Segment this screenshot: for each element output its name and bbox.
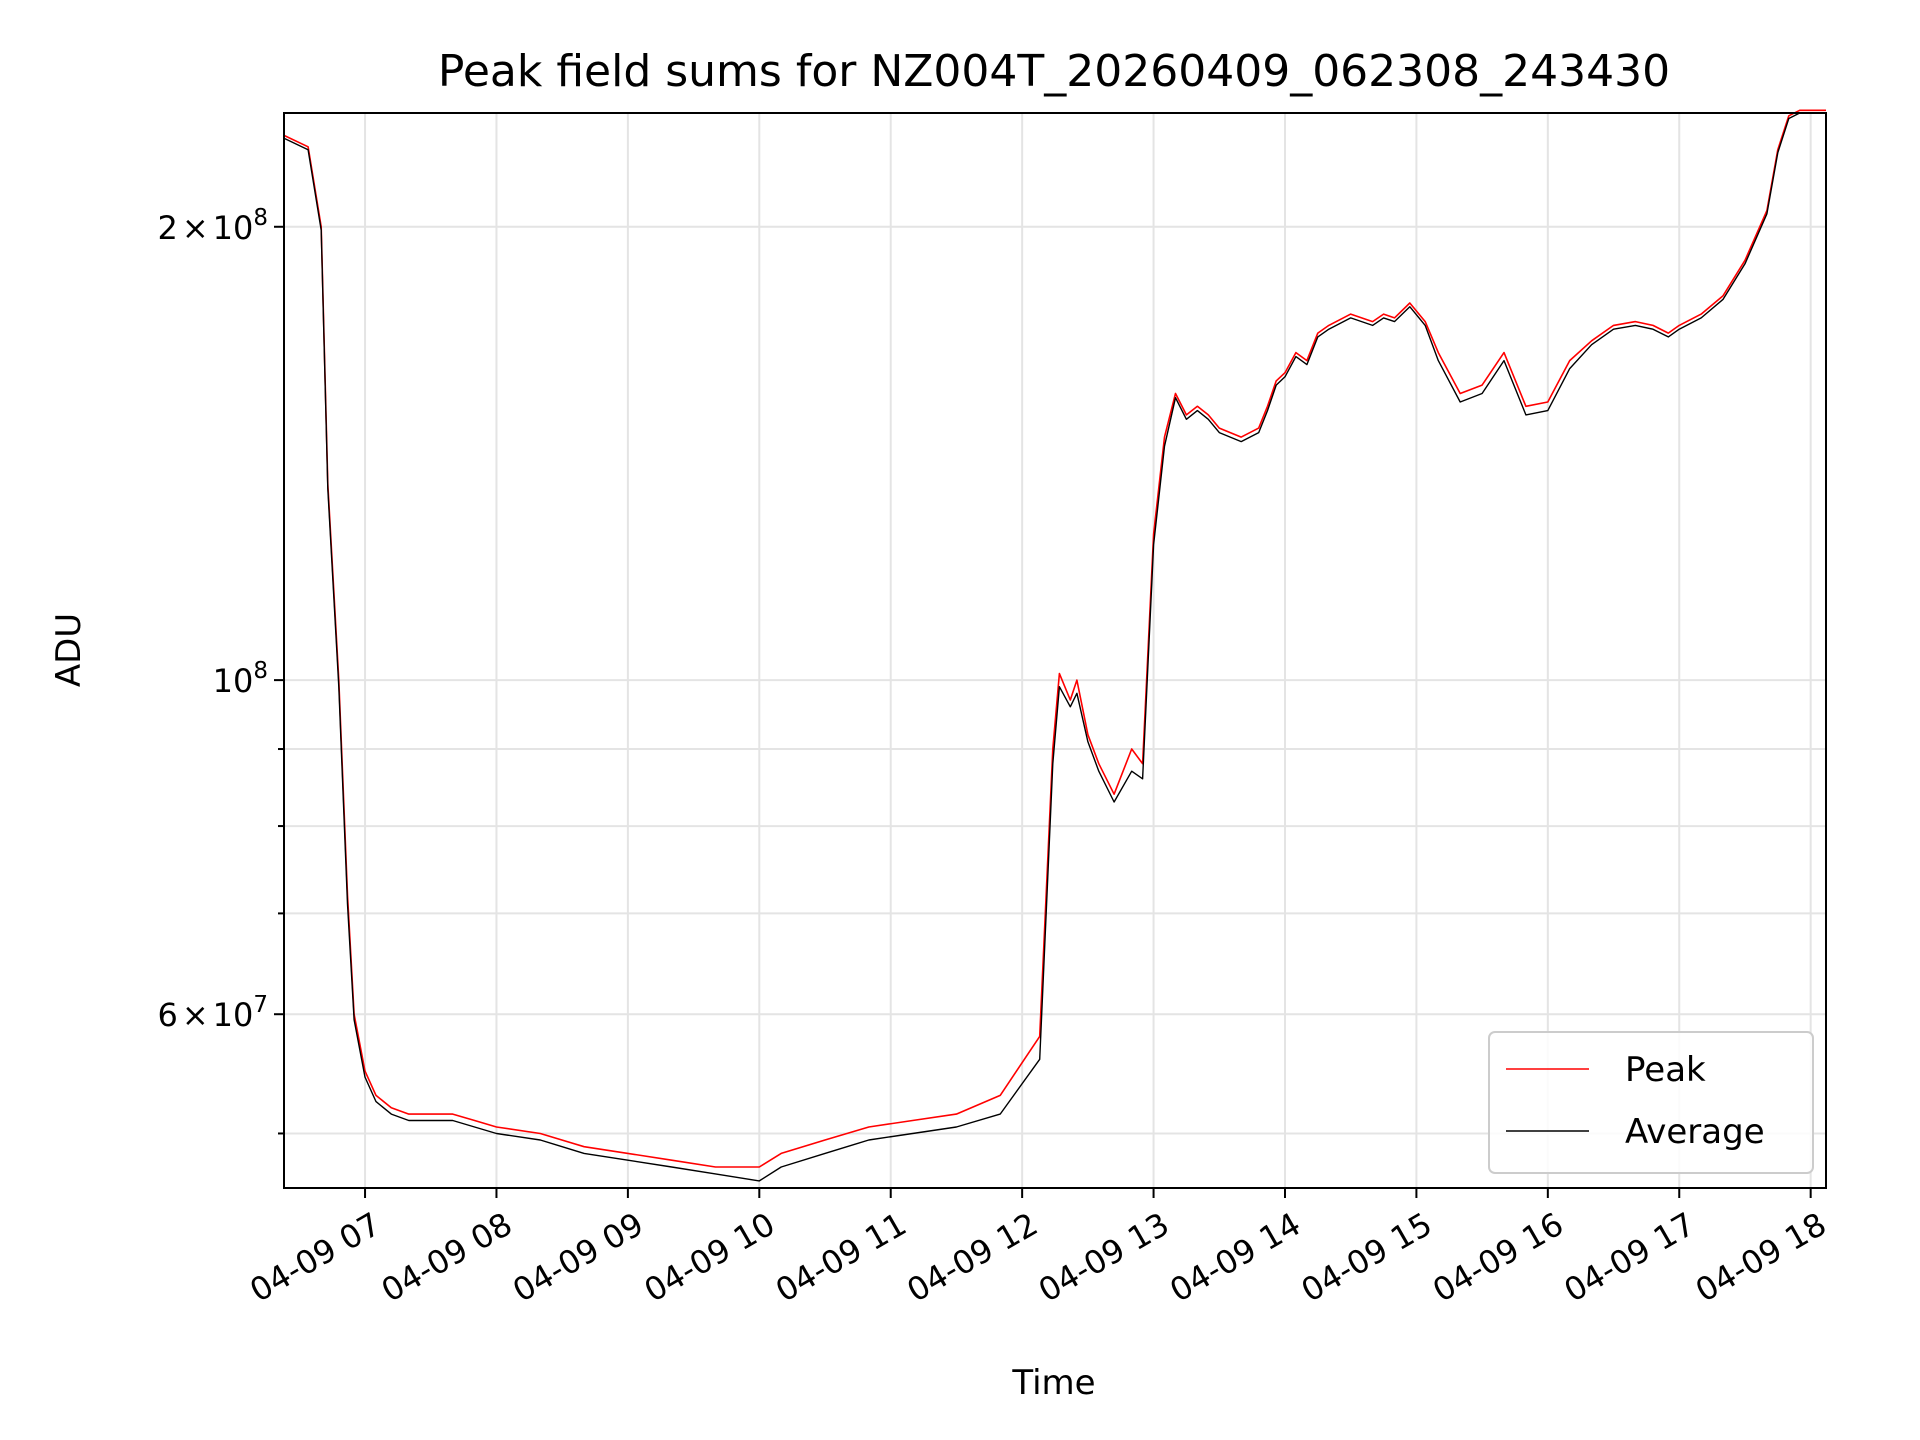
y-tick-label-mantissa: 2 <box>157 209 177 247</box>
y-tick-label-base: 10 <box>213 209 254 247</box>
y-tick-label-times: × <box>182 209 209 247</box>
y-tick-label: 108 <box>213 658 268 700</box>
y-tick-label-base: 10 <box>213 662 254 700</box>
y-tick-label-exp: 7 <box>253 992 268 1018</box>
y-tick-label-exp: 8 <box>253 205 268 231</box>
y-tick-label: 6 × 107 <box>157 992 268 1034</box>
legend-box <box>1488 1031 1814 1174</box>
chart-title: Peak field sums for NZ004T_20260409_0623… <box>438 46 1670 97</box>
y-tick-label: 2 × 108 <box>157 205 268 247</box>
series-line-average <box>283 112 1826 1182</box>
series-line-peak <box>283 109 1826 1168</box>
legend-label-peak: Peak <box>1625 1050 1706 1090</box>
y-tick-label-times: × <box>182 996 209 1034</box>
y-axis-label: ADU <box>49 613 89 687</box>
legend-label-average: Average <box>1625 1112 1765 1152</box>
plot-frame <box>283 112 1827 1189</box>
y-tick-label-mantissa: 6 <box>157 996 177 1034</box>
y-tick-label-base: 10 <box>213 996 254 1034</box>
series-layer <box>283 109 1826 1182</box>
legend: Peak Average <box>1488 1031 1814 1174</box>
x-axis-label: Time <box>1011 1363 1095 1403</box>
y-tick-label-exp: 8 <box>253 658 268 684</box>
